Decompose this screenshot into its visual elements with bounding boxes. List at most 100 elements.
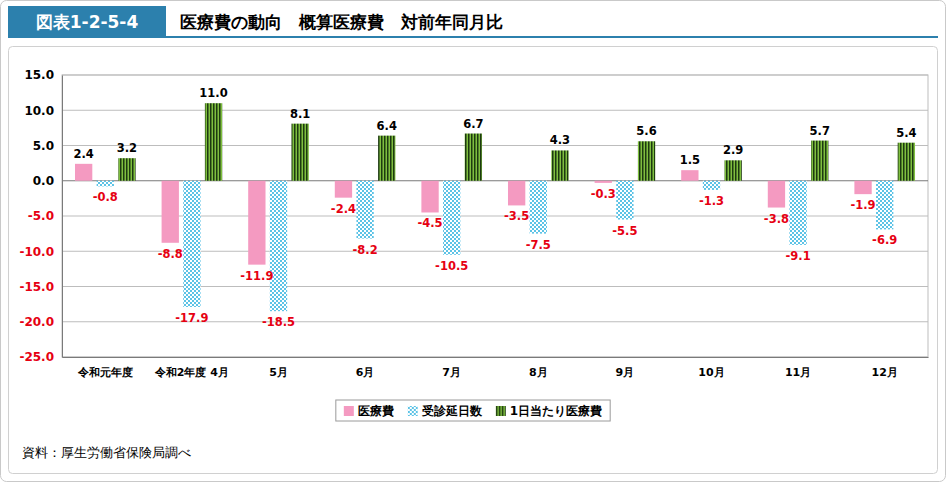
x-tick: 7月 <box>442 357 461 379</box>
bar <box>854 181 871 194</box>
y-tick-label: -5.0 <box>28 209 54 223</box>
data-label: 3.2 <box>117 141 137 155</box>
data-label: 5.4 <box>896 126 916 140</box>
bar <box>789 181 806 245</box>
y-tick-label: -20.0 <box>19 315 54 329</box>
data-label: -8.8 <box>158 247 183 261</box>
grid-line <box>62 75 928 76</box>
x-axis: 令和元年度令和2年度 4月5月6月7月8月9月10月11月12月 <box>63 357 929 379</box>
y-tick: -25.0 <box>19 350 62 364</box>
x-tick: 10月 <box>698 357 724 379</box>
legend-label: 医療費 <box>358 404 394 418</box>
x-tick: 令和2年度 4月 <box>154 357 229 379</box>
bars <box>75 103 915 311</box>
legend: 医療費受診延日数 1日当たり医療費 <box>336 400 610 421</box>
y-tick: -20.0 <box>19 315 62 329</box>
data-label: 2.4 <box>73 147 93 161</box>
bar <box>162 181 179 243</box>
legend-swatch <box>408 406 418 416</box>
data-label: -6.9 <box>872 233 897 247</box>
grid-line <box>62 110 928 111</box>
x-tick: 12月 <box>872 357 898 379</box>
x-tick-label: 8月 <box>529 366 548 379</box>
bar <box>681 170 698 181</box>
bar <box>703 181 720 190</box>
legend-swatch <box>344 406 354 416</box>
data-label: -5.5 <box>612 224 637 238</box>
header-rule <box>8 36 938 38</box>
bar <box>551 150 568 180</box>
legend-box <box>336 400 610 421</box>
y-tick: 15.0 <box>24 68 62 82</box>
y-tick-label: -25.0 <box>19 350 54 364</box>
data-label: 6.4 <box>377 119 397 133</box>
data-label: -1.9 <box>850 198 875 212</box>
bar <box>768 181 785 208</box>
source: 資料：厚生労働省保険局調べ <box>22 445 191 460</box>
bar <box>97 181 114 187</box>
data-label: 5.7 <box>810 124 830 138</box>
bar <box>443 181 460 255</box>
y-tick: 10.0 <box>24 104 62 118</box>
x-axis-line <box>63 357 929 358</box>
bar <box>118 158 135 181</box>
x-tick: 8月 <box>529 357 548 379</box>
header-box <box>8 6 166 37</box>
x-tick-label: 5月 <box>269 366 288 379</box>
y-axis: 15.0 10.0 5.0 0.0 -5.0 -10.0 -15.0 -20.0 -25.0 <box>19 68 62 364</box>
bar <box>898 143 915 181</box>
legend-swatch <box>496 406 506 416</box>
title: 医療費の動向 概算医療費 対前年同月比 <box>180 12 503 32</box>
data-label: 11.0 <box>199 86 227 100</box>
bar <box>595 181 612 183</box>
panel <box>9 47 938 474</box>
bar <box>335 181 352 198</box>
data-label: -0.3 <box>591 187 616 201</box>
data-label: -10.5 <box>435 259 468 273</box>
data-labels: 2.4-8.8-11.9-2.4-4.5-3.5-0.31.5-3.8-1.9-… <box>73 86 916 329</box>
x-tick: 5月 <box>269 357 288 379</box>
bar <box>378 136 395 181</box>
y-tick-label: 10.0 <box>24 104 54 118</box>
x-tick: 6月 <box>356 357 375 379</box>
bar <box>248 181 265 265</box>
x-tick-label: 10月 <box>698 366 724 379</box>
bar <box>75 164 92 181</box>
x-tick-label: 6月 <box>356 366 375 379</box>
x-tick-label: 令和2年度 4月 <box>154 366 229 379</box>
figure-number: 図表1-2-5-4 <box>36 12 139 32</box>
bar <box>616 181 633 220</box>
y-tick-label: -10.0 <box>19 245 54 259</box>
data-label: -0.8 <box>93 190 118 204</box>
grid <box>62 75 928 357</box>
y-tick: 0.0 <box>33 174 62 188</box>
bar <box>421 181 438 213</box>
x-tick-label: 令和元年度 <box>77 366 133 379</box>
bar <box>811 141 828 181</box>
bar <box>465 134 482 181</box>
bar <box>356 181 373 239</box>
data-label: -18.5 <box>262 315 295 329</box>
grid-line <box>62 357 928 358</box>
y-tick: 5.0 <box>33 139 62 153</box>
frame <box>1 1 946 482</box>
x-tick-label: 9月 <box>616 366 635 379</box>
y-tick-label: -15.0 <box>19 280 54 294</box>
data-label: 2.9 <box>723 143 743 157</box>
y-tick-label: 15.0 <box>24 68 54 82</box>
bar <box>724 160 741 180</box>
data-label: 5.6 <box>636 124 656 138</box>
legend-label: 1日当たり医療費 <box>510 404 602 418</box>
data-label: -3.5 <box>504 209 529 223</box>
data-label: -2.4 <box>331 202 356 216</box>
data-label: -17.9 <box>175 311 208 325</box>
y-tick: -5.0 <box>28 209 62 223</box>
data-label: -11.9 <box>240 269 273 283</box>
data-label: 1.5 <box>680 153 700 167</box>
bar <box>876 181 893 230</box>
x-tick-label: 12月 <box>872 366 898 379</box>
legend-item: 受診延日数 <box>408 404 483 418</box>
data-label: -9.1 <box>786 249 811 263</box>
x-tick: 9月 <box>616 357 635 379</box>
data-label: 4.3 <box>550 133 570 147</box>
